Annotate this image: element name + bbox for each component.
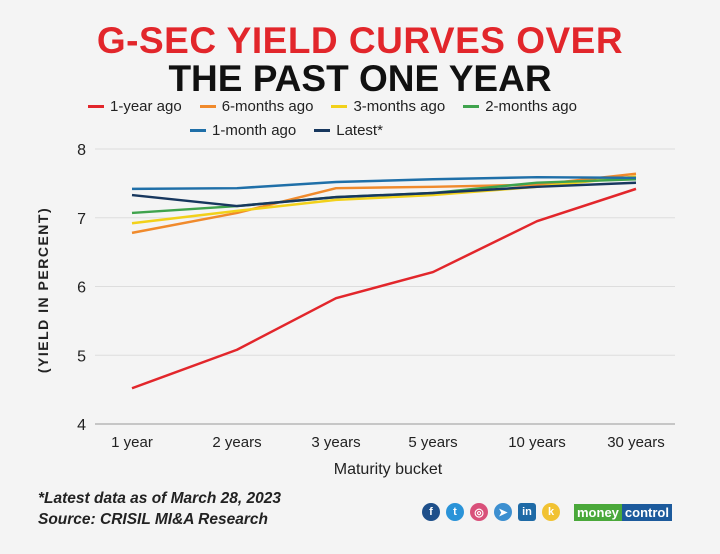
linkedin-icon[interactable]: in: [518, 503, 536, 521]
footnote: *Latest data as of March 28, 2023: [38, 490, 281, 507]
legend-row-1: 1-year ago 6-months ago 3-months ago 2-mont…: [88, 98, 577, 115]
y-tick-label: 8: [77, 142, 86, 159]
x-tick-label: 3 years: [311, 434, 360, 451]
chart-title-line1: G-SEC YIELD CURVES OVER: [96, 20, 624, 61]
legend-label: 6-months ago: [221, 98, 314, 115]
legend-item: 3-months ago: [331, 98, 445, 115]
legend-swatch: [331, 105, 348, 108]
koo-icon[interactable]: k: [542, 503, 560, 521]
x-tick-label: 5 years: [408, 434, 457, 451]
x-axis-label: Maturity bucket: [334, 461, 443, 478]
legend-item: Latest*: [314, 122, 383, 139]
legend-label: 3-months ago: [353, 98, 446, 115]
series-line-1-year-ago: [131, 187, 637, 390]
legend-swatch: [314, 129, 331, 132]
series-line-3-months-ago: [131, 175, 637, 225]
legend-item: 6-months ago: [199, 98, 314, 115]
social-icons: f t ◎ ➤ in k money control: [422, 503, 672, 521]
series-line-1-month-ago: [131, 175, 637, 191]
legend-label: 1-year ago: [110, 98, 182, 115]
legend-swatch: [190, 129, 206, 132]
moneycontrol-logo: money control: [574, 503, 672, 521]
x-tick-label: 30 years: [607, 434, 665, 451]
legend-swatch: [199, 105, 216, 108]
legend-label: 1-month ago: [212, 122, 297, 139]
legend-swatch: [88, 105, 104, 108]
legend-item: 2-months ago: [463, 98, 577, 115]
legend-swatch: [463, 105, 480, 108]
instagram-icon[interactable]: ◎: [470, 503, 488, 521]
y-tick-label: 6: [77, 280, 86, 297]
telegram-icon[interactable]: ➤: [494, 503, 512, 521]
legend-label: Latest*: [336, 122, 383, 139]
legend-label: 2-months ago: [485, 98, 577, 115]
x-tick-label: 1 year: [111, 434, 153, 451]
y-tick-label: 7: [77, 211, 86, 228]
chart-title-line2: THE PAST ONE YEAR: [168, 58, 552, 99]
y-tick-label: 4: [77, 417, 86, 434]
legend-row-2: 1-month ago Latest*: [190, 122, 383, 139]
y-tick-label: 5: [77, 348, 86, 365]
legend-item: 1-month ago: [190, 122, 296, 139]
x-tick-label: 10 years: [508, 434, 566, 451]
twitter-icon[interactable]: t: [446, 503, 464, 521]
logo-part-1: money: [574, 503, 622, 521]
logo-part-2: control: [621, 503, 672, 521]
y-axis-label: (YIELD IN PERCENT): [35, 207, 51, 373]
facebook-icon[interactable]: f: [422, 503, 440, 521]
x-tick-label: 2 years: [212, 434, 261, 451]
legend-item: 1-year ago: [88, 98, 182, 115]
series-line-latest-: [131, 181, 637, 208]
source: Source: CRISIL MI&A Research: [38, 511, 268, 528]
